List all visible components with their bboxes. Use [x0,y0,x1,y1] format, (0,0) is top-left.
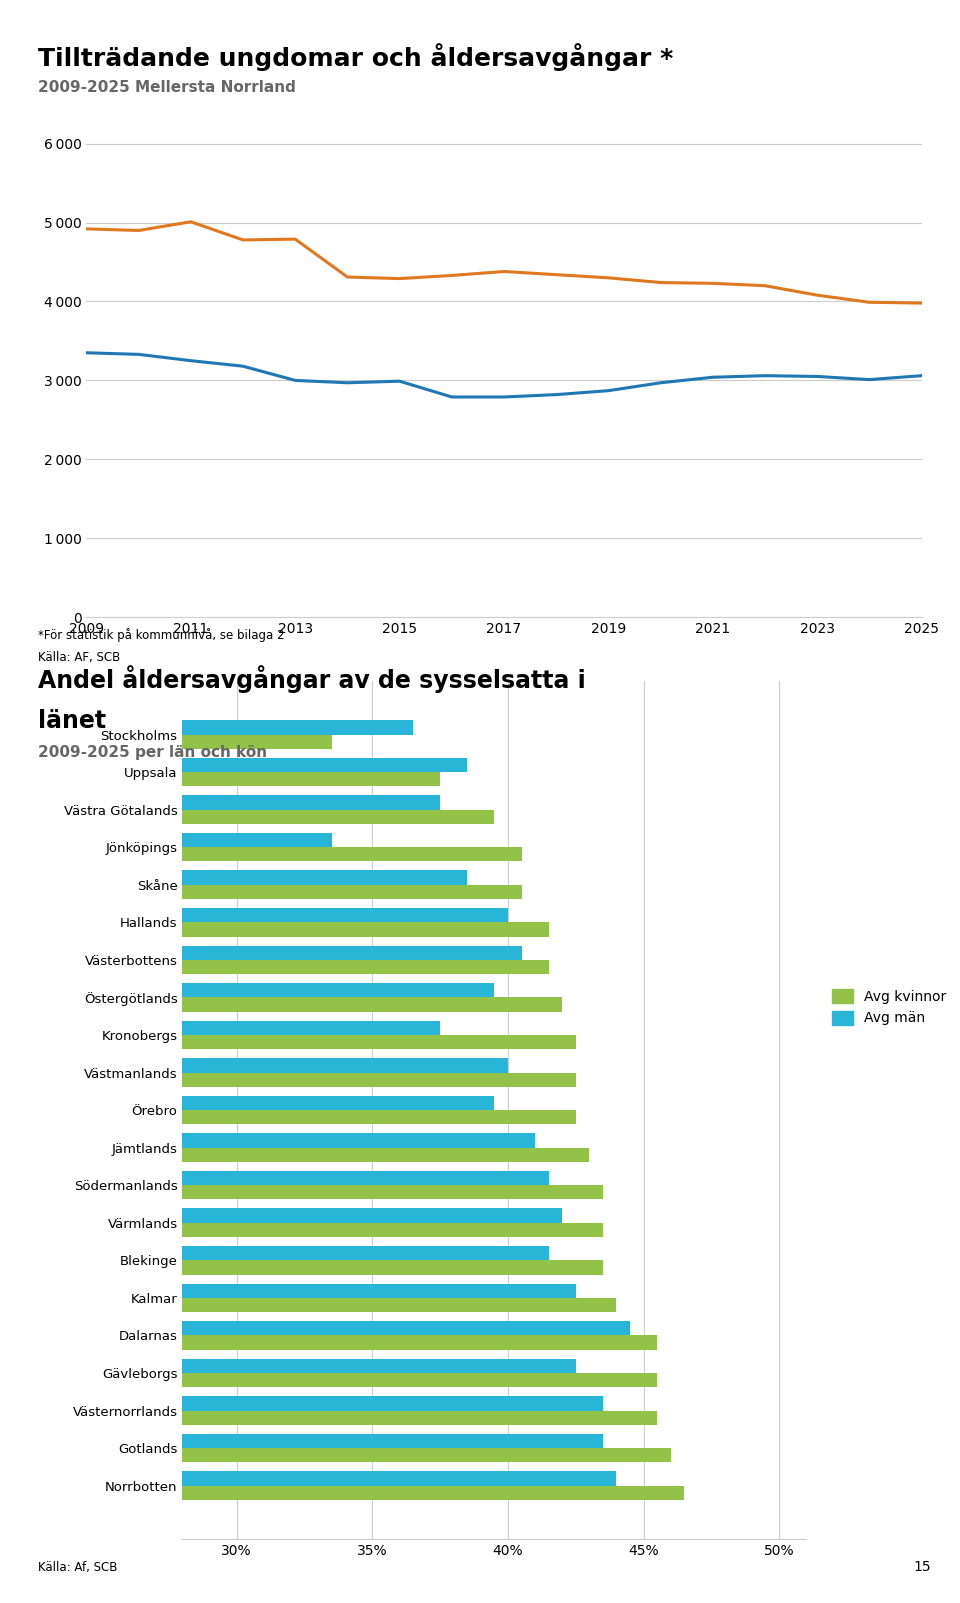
Legend: Avg kvinnor, Avg män: Avg kvinnor, Avg män [832,989,947,1026]
Bar [0,1209,563,1223]
Bar [0,1185,603,1199]
Text: Andel åldersavgångar av de sysselsatta i: Andel åldersavgångar av de sysselsatta i [38,665,587,692]
Bar [0,1448,671,1462]
Bar [0,1372,658,1387]
Bar [0,773,440,787]
Bar [0,848,521,861]
Text: 15: 15 [914,1560,931,1574]
Bar [0,1036,576,1050]
Bar [0,720,413,734]
Bar [0,946,521,960]
Bar [0,1433,603,1448]
Bar [0,885,521,899]
Bar [0,1260,603,1274]
Bar [0,1298,616,1313]
Bar [0,1472,616,1486]
Text: Källa: Af, SCB: Källa: Af, SCB [38,1561,118,1574]
Text: Källa: AF, SCB: Källa: AF, SCB [38,651,121,664]
Bar [0,1321,630,1335]
Bar [0,1223,603,1238]
Text: 2009-2025 Mellersta Norrland: 2009-2025 Mellersta Norrland [38,80,297,95]
Text: länet: länet [38,709,107,733]
Bar [0,997,563,1011]
Text: Tillträdande ungdomar och åldersavgångar *: Tillträdande ungdomar och åldersavgångar… [38,43,674,71]
Bar [0,1148,589,1162]
Bar [0,1246,549,1260]
Bar [0,795,440,810]
Bar [0,1335,658,1350]
Bar [0,834,331,848]
Bar [0,1072,576,1087]
Bar [0,960,549,975]
Bar [0,1170,549,1185]
Bar [0,1021,440,1036]
Bar [0,907,508,922]
Text: *För statistik på kommunnivå, se bilaga 2: *För statistik på kommunnivå, se bilaga … [38,628,285,643]
Bar [0,1133,535,1148]
Bar [0,1396,603,1411]
Bar [0,1058,508,1072]
Bar [0,1284,576,1298]
Bar [0,983,494,997]
Bar [0,870,468,885]
Bar [0,1359,576,1372]
Bar [0,810,494,824]
Text: 2009-2025 per län och kön: 2009-2025 per län och kön [38,745,268,760]
Bar [0,758,468,773]
Bar [0,734,331,749]
Bar [0,1109,576,1124]
Bar [0,922,549,936]
Bar [0,1486,684,1500]
Bar [0,1096,494,1109]
Bar [0,1411,658,1425]
